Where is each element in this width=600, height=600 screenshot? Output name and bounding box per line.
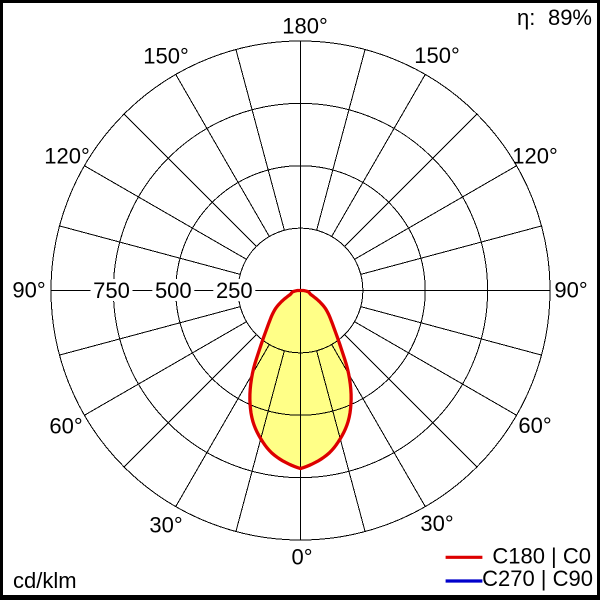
svg-text:0°: 0° <box>291 545 312 570</box>
svg-text:30°: 30° <box>149 513 182 538</box>
svg-text:30°: 30° <box>420 511 453 536</box>
svg-text:120°: 120° <box>44 144 90 169</box>
svg-text:89%: 89% <box>548 5 592 30</box>
svg-text:η:: η: <box>517 5 535 30</box>
svg-text:60°: 60° <box>518 413 551 438</box>
svg-text:750: 750 <box>93 278 130 303</box>
svg-text:90°: 90° <box>12 278 45 303</box>
svg-text:90°: 90° <box>554 278 587 303</box>
svg-text:cd/klm: cd/klm <box>13 568 77 593</box>
svg-text:C270 | C90: C270 | C90 <box>482 566 593 591</box>
svg-text:C180 | C0: C180 | C0 <box>492 543 591 568</box>
svg-text:60°: 60° <box>49 414 82 439</box>
svg-text:180°: 180° <box>282 14 328 39</box>
svg-text:500: 500 <box>155 278 192 303</box>
svg-text:120°: 120° <box>512 144 558 169</box>
svg-text:150°: 150° <box>143 44 189 69</box>
svg-text:150°: 150° <box>414 43 460 68</box>
svg-text:250: 250 <box>216 278 253 303</box>
